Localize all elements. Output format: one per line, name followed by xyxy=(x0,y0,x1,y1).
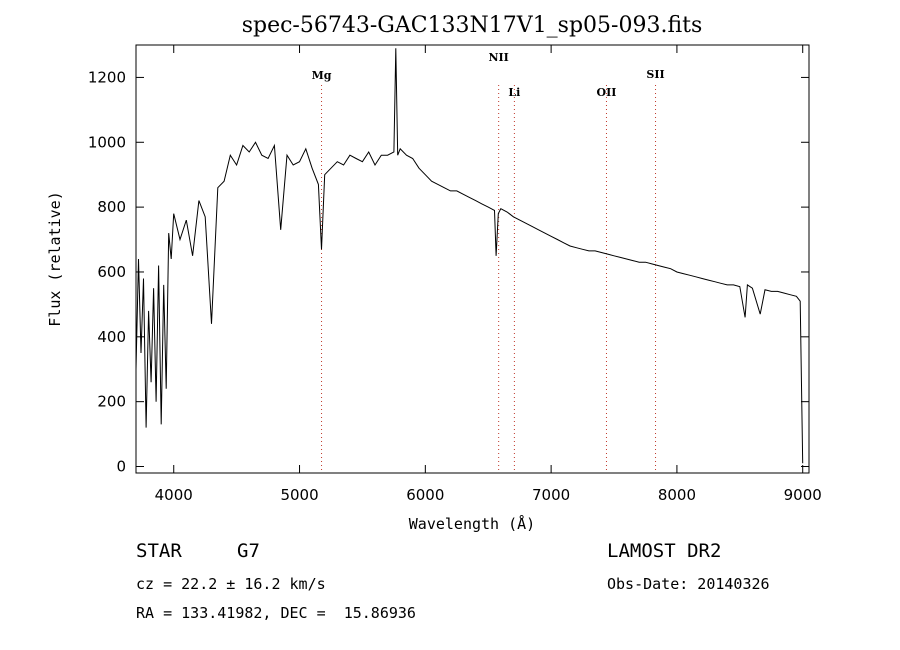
x-tick-label: 5000 xyxy=(280,486,318,504)
x-tick-label: 7000 xyxy=(532,486,570,504)
survey-label: LAMOST DR2 xyxy=(607,540,722,562)
x-tick-label: 9000 xyxy=(784,486,822,504)
y-tick-label: 800 xyxy=(97,198,126,216)
y-tick-label: 400 xyxy=(97,328,126,346)
line-marker-label: Mg xyxy=(312,69,332,82)
y-tick-label: 200 xyxy=(97,393,126,411)
x-tick-label: 6000 xyxy=(406,486,444,504)
x-axis-label: Wavelength (Å) xyxy=(409,514,535,533)
obs-date-text: Obs-Date: 20140326 xyxy=(607,575,770,593)
annotation-lines: Mg NII Li OII SII xyxy=(312,51,665,473)
line-marker-label: OII xyxy=(597,86,617,99)
y-tick-label: 1200 xyxy=(88,68,126,86)
x-tick-label: 8000 xyxy=(658,486,696,504)
spectrum-series xyxy=(135,48,804,464)
plot-frame xyxy=(135,44,810,474)
y-axis-label: Flux (relative) xyxy=(46,191,64,326)
spectrum-line xyxy=(135,48,804,464)
object-subclass: G7 xyxy=(237,540,260,562)
x-tick-label: 4000 xyxy=(155,486,193,504)
coordinates-text: RA = 133.41982, DEC = 15.86936 xyxy=(136,604,416,622)
line-marker-label: Li xyxy=(508,86,520,99)
axis-ticks: 4000 5000 6000 7000 8000 9000 0 200 400 600 800 100… xyxy=(88,45,822,504)
chart-title: spec-56743-GAC133N17V1_sp05-093.fits xyxy=(242,13,703,38)
line-marker-label: SII xyxy=(646,68,664,81)
y-tick-label: 1000 xyxy=(88,133,126,151)
redshift-text: cz = 22.2 ± 16.2 km/s xyxy=(136,575,326,593)
object-class: STAR xyxy=(136,540,182,562)
y-tick-label: 0 xyxy=(116,458,126,476)
line-marker-label: NII xyxy=(488,51,508,64)
y-tick-label: 600 xyxy=(97,263,126,281)
